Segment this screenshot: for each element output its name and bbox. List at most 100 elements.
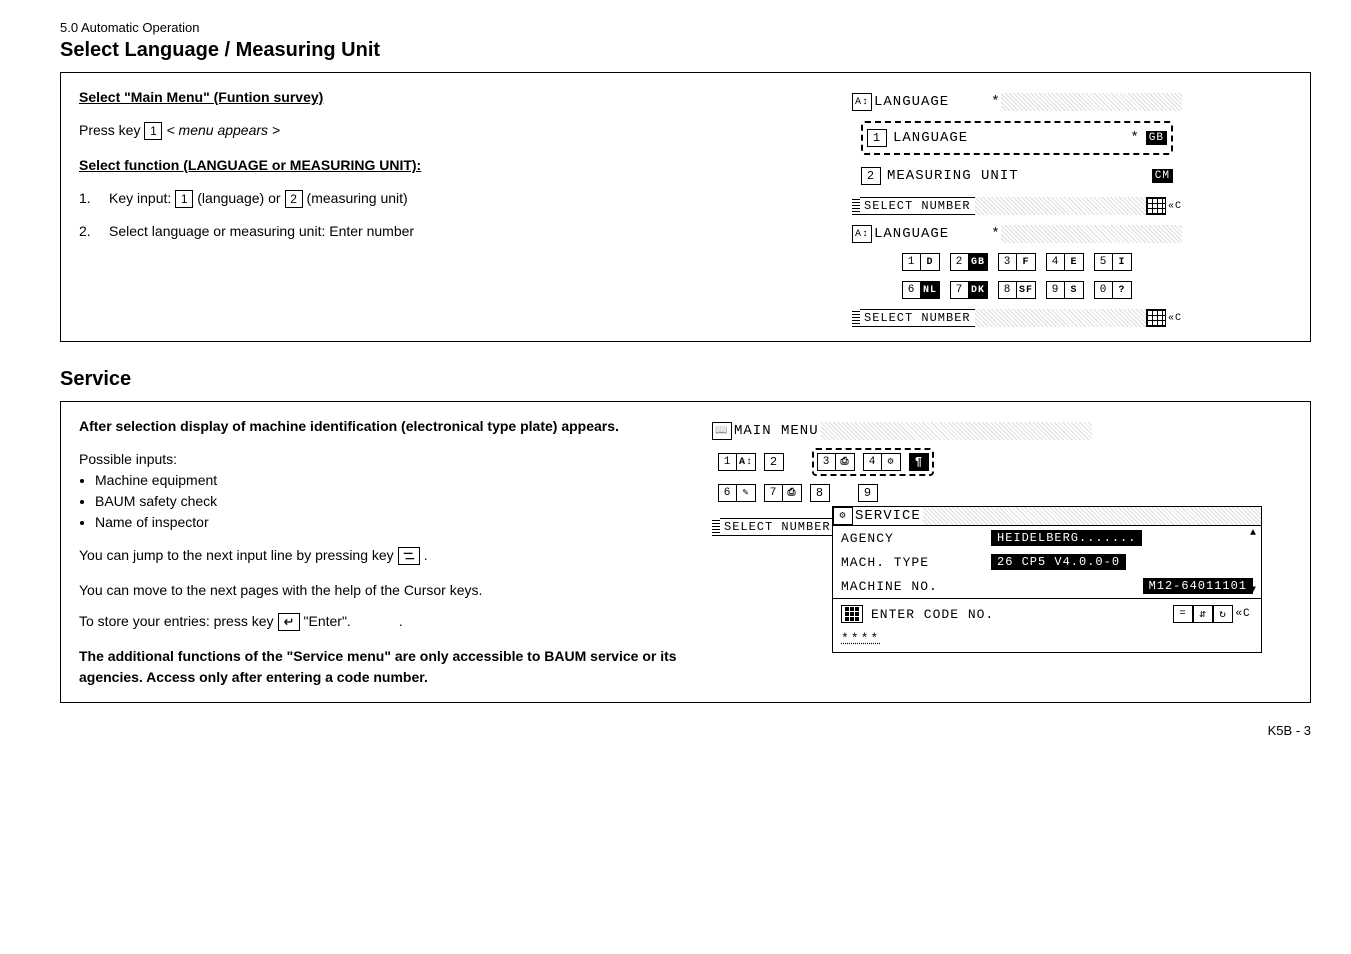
machtype-label: MACH. TYPE	[841, 555, 981, 570]
enter-code-label: ENTER CODE NO.	[871, 607, 994, 622]
lang-code-6: 6NL	[902, 281, 940, 299]
main-menu-text: MAIN MENU	[732, 423, 821, 439]
lang-code-4: 4E	[1046, 253, 1084, 271]
page-footer: K5B - 3	[60, 723, 1311, 738]
jump-post: .	[424, 545, 428, 566]
svc-select-label: SELECT NUMBER	[720, 518, 835, 536]
lang-code-5: 5I	[1094, 253, 1132, 271]
panel1-h2: Select function (LANGUAGE or MEASURING U…	[79, 155, 712, 176]
stars-row: ****	[833, 629, 1261, 652]
menu-icons-row1: 1A↕ 2 3⎙ 4⚙ ¶	[718, 448, 1292, 476]
main-menu-title: 📖 MAIN MENU	[712, 422, 1092, 440]
panel2-right: 📖 MAIN MENU 1A↕ 2 3⎙ 4⚙ ¶ 6✎	[712, 416, 1292, 688]
keypad-icon	[1146, 197, 1166, 215]
possible-inputs: Possible inputs:	[79, 449, 682, 470]
step-1: 1. Key input: 1 (language) or 2 (measuri…	[79, 188, 712, 209]
menu1-text: LANGUAGE	[893, 130, 968, 146]
menu-icons-row2: 6✎ 7⎙ 8 9	[718, 484, 1292, 502]
lang-code-0: 0?	[1094, 281, 1132, 299]
lang-icon2: A↕	[852, 225, 872, 243]
lang-code-2: 2GB	[950, 253, 988, 271]
refresh-icon: ↻	[1213, 605, 1233, 623]
row-agency: AGENCY HEIDELBERG.......	[833, 526, 1261, 550]
lang-code-7: 7DK	[950, 281, 988, 299]
panel1-left: Select "Main Menu" (Funtion survey) Pres…	[79, 87, 712, 327]
store-pre: To store your entries: press key	[79, 611, 274, 632]
keypad-icon3	[841, 605, 863, 623]
star2: *	[1130, 130, 1139, 146]
panel1-h1: Select "Main Menu" (Funtion survey)	[79, 87, 712, 108]
panel1-right: A↕ LANGUAGE * 1 LANGUAGE * GB 2 MEASURIN…	[742, 87, 1292, 327]
service-subpanel: ⚙ SERVICE ▲ AGENCY HEIDELBERG....... MAC…	[832, 506, 1262, 653]
keypad-icon2	[1146, 309, 1166, 327]
select-footer-2: SELECT NUMBER «C	[852, 309, 1182, 327]
scroll-up-icon: ▲	[1250, 528, 1257, 539]
menu-box-sel: ¶	[909, 453, 929, 471]
service-note: The additional functions of the "Service…	[79, 646, 682, 688]
key-1: 1	[144, 122, 162, 140]
cc-icon: «C	[1166, 201, 1182, 212]
lang-codes-row1: 1D 2GB 3F 4E 5I	[902, 253, 1132, 271]
machtype-val: 26 CP5 V4.0.0-0	[991, 554, 1126, 570]
store-row: To store your entries: press key "Enter"…	[79, 611, 682, 632]
panel-language: Select "Main Menu" (Funtion survey) Pres…	[60, 72, 1311, 342]
lang-code-1: 1D	[902, 253, 940, 271]
menu1-num: 1	[867, 129, 887, 147]
agency-label: AGENCY	[841, 531, 981, 546]
jump-row: You can jump to the next input line by p…	[79, 545, 682, 566]
lcd-lang-title1: A↕ LANGUAGE *	[852, 93, 1182, 111]
agency-val: HEIDELBERG.......	[991, 530, 1142, 546]
press-key-row: Press key 1 < menu appears >	[79, 120, 712, 141]
page-title-1: Select Language / Measuring Unit	[60, 39, 1311, 62]
bullet-1: Machine equipment	[95, 470, 682, 491]
tab-key-icon	[398, 547, 420, 565]
panel2-h1: After selection display of machine ident…	[79, 416, 682, 437]
book-icon: 📖	[712, 422, 732, 440]
panel2-left: After selection display of machine ident…	[79, 416, 682, 688]
lang-code-9: 9S	[1046, 281, 1084, 299]
scroll-down-icon: ▼	[1250, 585, 1257, 596]
step2-text: Select language or measuring unit: Enter…	[109, 221, 414, 242]
service-icon: ⚙	[833, 507, 853, 525]
step1-mid2: (measuring unit)	[307, 188, 408, 209]
row-machno: MACHINE NO. M12-64011101	[833, 574, 1261, 598]
service-title: SERVICE	[853, 508, 923, 524]
select-label-1: SELECT NUMBER	[860, 197, 975, 215]
jump-pre: You can jump to the next input line by p…	[79, 545, 394, 566]
page-title-2: Service	[60, 368, 1311, 391]
lcd-lang-title2: A↕ LANGUAGE *	[852, 225, 1182, 243]
lang-code-3: 3F	[998, 253, 1036, 271]
machno-val: M12-64011101	[1143, 578, 1253, 594]
row-machtype: MACH. TYPE 26 CP5 V4.0.0-0	[833, 550, 1261, 574]
cc-icon3: «C	[1233, 605, 1253, 623]
move-text: You can move to the next pages with the …	[79, 580, 682, 601]
menu2-text: MEASURING UNIT	[887, 168, 1019, 184]
lang-code-8: 8SF	[998, 281, 1036, 299]
step1-key2: 2	[285, 190, 303, 208]
menu2-num: 2	[861, 167, 881, 185]
press-key-post: < menu appears >	[166, 120, 280, 141]
step-2: 2. Select language or measuring unit: En…	[79, 221, 712, 242]
menu-box-9: 9	[858, 484, 878, 502]
star3: *	[991, 226, 1000, 242]
star1: *	[991, 94, 1000, 110]
step1-pre: Key input:	[109, 188, 171, 209]
press-key-pre: Press key	[79, 120, 140, 141]
bullet-3: Name of inspector	[95, 512, 682, 533]
lang-codes-row2: 6NL 7DK 8SF 9S 0?	[902, 281, 1132, 299]
cc-icon2: «C	[1166, 313, 1182, 324]
lang-title-text2: LANGUAGE	[872, 226, 951, 242]
store-end: .	[399, 611, 403, 632]
updown-icon: ⇵	[1193, 605, 1213, 623]
menu-language-option: 1 LANGUAGE * GB	[861, 121, 1173, 155]
machno-label: MACHINE NO.	[841, 579, 981, 594]
panel-service: After selection display of machine ident…	[60, 401, 1311, 703]
enter-key-icon	[278, 613, 300, 631]
bullet-2: BAUM safety check	[95, 491, 682, 512]
lang-title-text: LANGUAGE	[872, 94, 951, 110]
enter-code-row: ENTER CODE NO. = ⇵ ↻ «C	[833, 598, 1261, 629]
menu-box-2: 2	[764, 453, 784, 471]
select-footer-1: SELECT NUMBER «C	[852, 197, 1182, 215]
lang-icon: A↕	[852, 93, 872, 111]
store-post: "Enter".	[304, 611, 351, 632]
